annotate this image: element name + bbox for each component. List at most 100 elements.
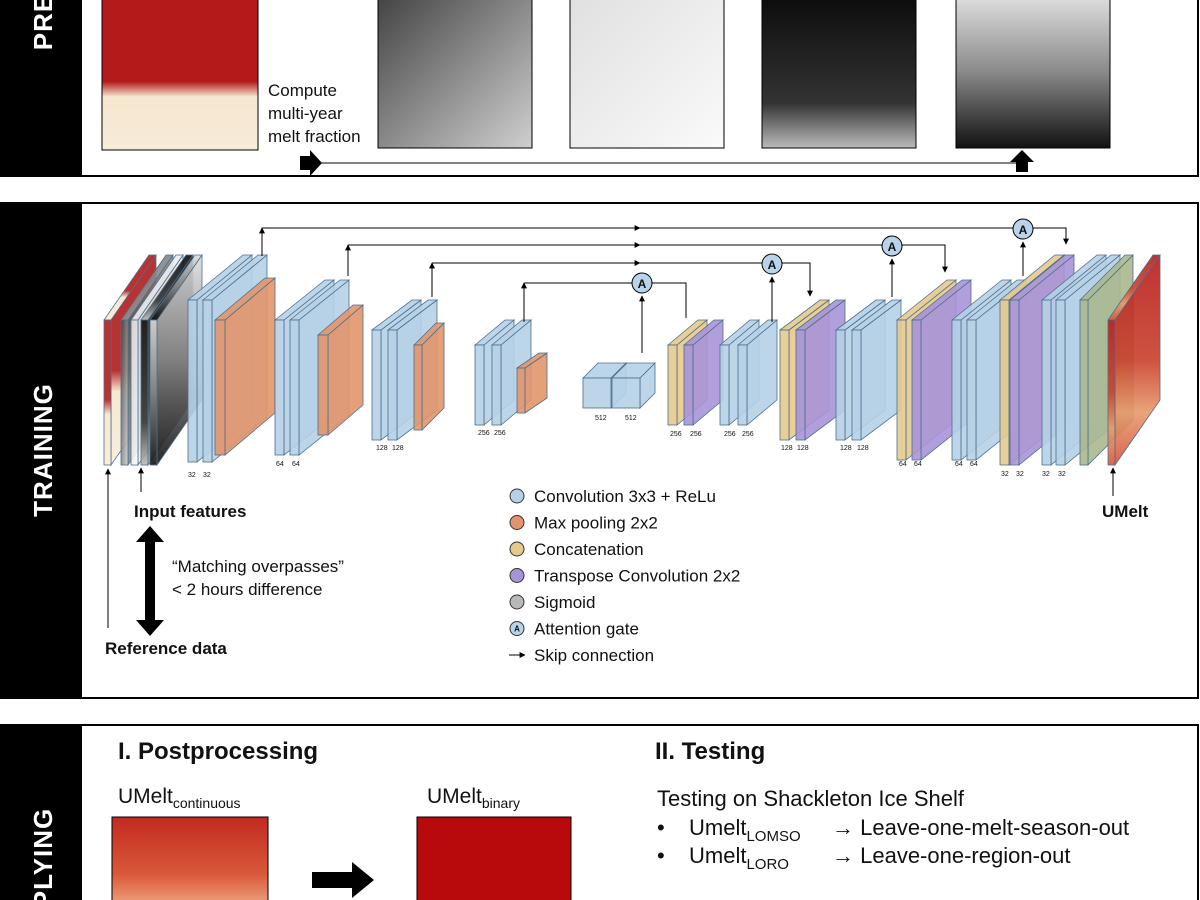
block-front (1041, 299, 1052, 466)
block-front (289, 319, 300, 456)
block-front (214, 319, 226, 456)
block-front (1009, 299, 1020, 466)
bullet-model: UmeltLORO (689, 843, 789, 873)
block-size: 64 (899, 461, 907, 468)
feature-image (569, 0, 725, 149)
block-front (966, 319, 977, 461)
block-size: 32 (1001, 471, 1009, 478)
legend-label: Sigmoid (534, 593, 595, 612)
legend-label: Concatenation (534, 540, 644, 559)
model-main: Umelt (689, 815, 746, 840)
layer-block (316, 304, 365, 436)
section-bar (0, 724, 82, 900)
section-title: II. Testing (655, 738, 765, 765)
layer-block (515, 352, 549, 414)
label-main: UMelt (118, 785, 173, 808)
section-label: PRE (28, 0, 58, 50)
block-size: 128 (376, 445, 388, 452)
block-front (103, 319, 112, 466)
block-front (667, 344, 678, 426)
network (103, 253, 1161, 467)
block-size: 32 (1042, 471, 1050, 478)
block-front (683, 344, 694, 426)
block-front (491, 344, 502, 426)
block-front (582, 377, 612, 409)
feature-image (955, 0, 1111, 149)
block-front (274, 319, 285, 456)
gate-symbol: A (638, 277, 647, 291)
gate-symbol: A (1019, 223, 1028, 237)
block-size: 32 (1058, 471, 1066, 478)
bullet-marker: • (657, 815, 665, 840)
section-label: PLYING (28, 808, 58, 900)
block-size: 256 (724, 431, 736, 438)
legend-swatch (509, 488, 525, 504)
layer-block (682, 319, 725, 426)
reference-label: Reference data (105, 639, 227, 658)
legend-swatch (509, 621, 525, 636)
block-size: 256 (494, 430, 506, 437)
feature-image (377, 0, 533, 149)
block-front (999, 299, 1010, 466)
section-bar (0, 202, 82, 699)
testing-intro: Testing on Shackleton Ice Shelf (657, 786, 965, 811)
block-size: 64 (970, 461, 978, 468)
section-bar (0, 0, 82, 176)
legend-label: Max pooling 2x2 (534, 514, 658, 533)
block-front (851, 329, 862, 441)
layer-block (413, 322, 445, 431)
block-front (317, 334, 329, 436)
section-label: TRAINING (28, 383, 58, 517)
block-size: 512 (595, 415, 607, 422)
layer-block (611, 362, 656, 409)
layer-block (213, 277, 277, 456)
arrow (312, 862, 374, 898)
block-front (202, 299, 213, 463)
attention-gate (631, 272, 653, 294)
block-front (187, 299, 198, 463)
block-front (1079, 299, 1089, 466)
legend: Convolution 3x3 + ReLu Max pooling 2x2 Con… (509, 487, 740, 665)
block-front (795, 329, 806, 441)
block-size: 128 (840, 445, 852, 452)
block-size: 32 (188, 472, 196, 479)
double-arrow (136, 526, 164, 636)
block-size: 64 (914, 461, 922, 468)
block-size: 256 (742, 431, 754, 438)
block-front (413, 344, 423, 431)
layer-block (736, 319, 779, 426)
block-size: 64 (276, 461, 284, 468)
skip-connections (259, 225, 1069, 353)
block-front (516, 367, 526, 414)
block-size: 512 (625, 415, 637, 422)
output-label: UMelt (1102, 502, 1149, 521)
arrow (1010, 150, 1034, 172)
block-front (896, 319, 907, 461)
attention-gate (881, 235, 903, 257)
block-size: 128 (797, 445, 809, 452)
block-size: 128 (857, 445, 869, 452)
block-size: 256 (670, 431, 682, 438)
attention-gates: A A A A (631, 218, 1034, 294)
bullet-text: → Leave-one-melt-season-out (832, 815, 1129, 840)
block-front (719, 344, 730, 426)
step-label: melt fraction (268, 127, 361, 146)
block-front (130, 319, 139, 466)
block-size: 64 (955, 461, 963, 468)
model-main: Umelt (689, 843, 746, 868)
block-front (371, 329, 382, 441)
section-title: I. Postprocessing (118, 738, 318, 765)
block-size: 32 (1016, 471, 1024, 478)
attention-gate (761, 253, 783, 275)
feature-image (761, 0, 917, 149)
block-front (779, 329, 790, 441)
block-size: 32 (203, 472, 211, 479)
block-front (951, 319, 962, 461)
arrow (300, 150, 322, 176)
attention-gate (1012, 218, 1034, 240)
binary-image (416, 816, 572, 900)
block-size: 256 (478, 430, 490, 437)
bullet-text: → Leave-one-region-out (832, 843, 1070, 868)
